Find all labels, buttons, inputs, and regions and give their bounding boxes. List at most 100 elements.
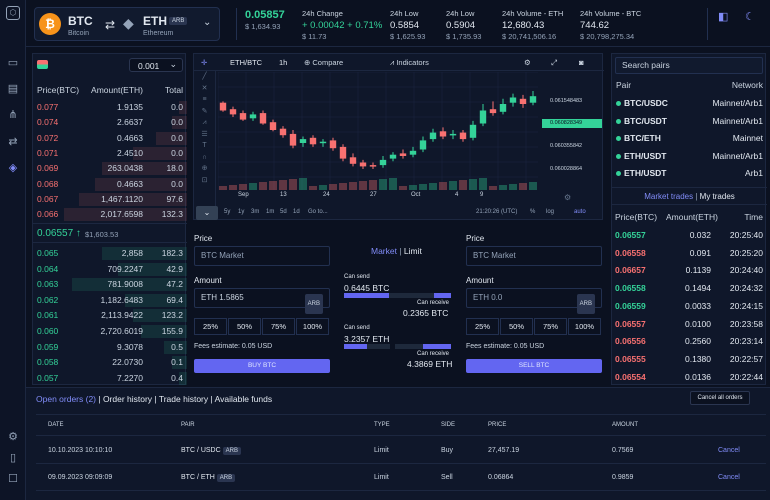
- chat-icon[interactable]: ☐: [8, 473, 18, 485]
- layers-icon[interactable]: ◈: [8, 162, 18, 174]
- fib-icon[interactable]: ≡: [202, 96, 207, 103]
- stat-label: 24h Change: [302, 9, 343, 18]
- bid-row[interactable]: 0.060 2,720.6019 155.9: [33, 324, 187, 340]
- pair-row[interactable]: BTC/ETH Mainnet: [612, 130, 767, 148]
- bid-row[interactable]: 0.063 781.9008 47.2: [33, 277, 187, 293]
- pattern-icon[interactable]: ⩘: [202, 119, 207, 126]
- network-icon[interactable]: ⋔: [8, 109, 18, 121]
- ask-row[interactable]: 0.077 1.9135 0.0: [33, 100, 187, 115]
- cancel-all-button[interactable]: Cancel all orders: [690, 391, 750, 405]
- bid-row[interactable]: 0.064 709.2247 42.9: [33, 262, 187, 278]
- sell-pct-75[interactable]: 75%: [534, 318, 567, 335]
- cancel-order-button[interactable]: Cancel: [718, 474, 740, 481]
- tab-open-orders[interactable]: Open orders (2): [36, 394, 96, 404]
- app-logo-icon[interactable]: ⬡: [6, 6, 20, 20]
- tab-market-trades[interactable]: Market trades: [644, 192, 694, 201]
- bid-row[interactable]: 0.057 7.2270 0.4: [33, 371, 187, 387]
- cross-icon[interactable]: ✕: [201, 84, 208, 92]
- buy-button[interactable]: BUY BTC: [194, 359, 330, 373]
- buy-pct-75[interactable]: 75%: [262, 318, 295, 335]
- swap-pair-icon[interactable]: ⇄: [105, 18, 116, 32]
- chart-interval[interactable]: 1h: [279, 58, 288, 67]
- tab-my-trades[interactable]: My trades: [699, 192, 735, 201]
- pair-row[interactable]: ETH/USDT Mainnet/Arb1: [612, 148, 767, 166]
- tab-trade-history[interactable]: Trade history: [158, 394, 209, 404]
- search-pairs-input[interactable]: Search pairs: [615, 57, 763, 74]
- tab-order-history[interactable]: Order history: [102, 394, 153, 404]
- bid-row[interactable]: 0.059 9.3078 0.5: [33, 340, 187, 356]
- lock-icon[interactable]: ⊡: [201, 176, 208, 184]
- indicators-button[interactable]: ⩘ Indicators: [390, 54, 429, 71]
- range-1d[interactable]: 1d: [293, 209, 300, 215]
- percent-toggle[interactable]: %: [530, 209, 536, 215]
- settings-icon[interactable]: ⚙: [8, 431, 18, 443]
- buy-pct-25[interactable]: 25%: [194, 318, 227, 335]
- book-view-icon[interactable]: [37, 60, 48, 69]
- bid-row[interactable]: 0.062 1,182.6483 69.4: [33, 293, 187, 309]
- plus-circle-icon: ⊕: [304, 58, 313, 67]
- pair-selector[interactable]: ₿ BTC Bitcoin ⇄ ◆ ETH ARB Ethereum ⌄: [34, 7, 220, 41]
- trend-line-icon[interactable]: ╱: [202, 73, 207, 80]
- auto-toggle[interactable]: auto: [574, 209, 586, 215]
- bid-row[interactable]: 0.065 2,858 182.3: [33, 246, 187, 262]
- layout-icon[interactable]: ◧: [718, 11, 729, 23]
- cancel-order-button[interactable]: Cancel: [718, 447, 740, 454]
- mode-market[interactable]: Market: [371, 246, 397, 256]
- brush-icon[interactable]: ✎: [201, 107, 208, 115]
- candlestick-chart[interactable]: [218, 72, 538, 190]
- chevron-down-icon[interactable]: ⌄: [203, 17, 212, 28]
- zoom-icon[interactable]: ⊕: [201, 165, 208, 172]
- measure-icon[interactable]: ☰: [201, 130, 208, 138]
- moon-icon[interactable]: ☾: [745, 11, 755, 23]
- bid-row[interactable]: 0.061 2,113.9422 123.2: [33, 308, 187, 324]
- camera-icon[interactable]: ◙: [579, 58, 584, 67]
- sell-button[interactable]: SELL BTC: [466, 359, 602, 373]
- ask-row[interactable]: 0.074 2.6637 0.0: [33, 115, 187, 130]
- ask-row[interactable]: 0.071 2.4510 0.0: [33, 146, 187, 161]
- document-icon[interactable]: ▤: [7, 83, 19, 95]
- log-toggle[interactable]: log: [546, 209, 555, 215]
- axis-settings-icon[interactable]: ⚙: [564, 193, 572, 202]
- chart-settings-icon[interactable]: ⚙: [524, 58, 531, 67]
- mode-limit[interactable]: Limit: [403, 246, 422, 256]
- book-icon[interactable]: ▯: [9, 452, 17, 464]
- buy-price-input[interactable]: BTC Market: [194, 246, 330, 266]
- buy-amount-input[interactable]: ETH 1.5865 ARB: [194, 288, 330, 314]
- price-step-select[interactable]: 0.001 ⌄: [129, 58, 183, 72]
- sell-price-input[interactable]: BTC Market: [466, 246, 602, 266]
- ask-row[interactable]: 0.067 1,467.1120 97.6: [33, 192, 187, 207]
- chart-symbol[interactable]: ETH/BTC: [230, 58, 263, 67]
- range-1m[interactable]: 1m: [266, 209, 275, 215]
- fullscreen-icon[interactable]: ⤢: [551, 58, 557, 67]
- sell-pct-50[interactable]: 50%: [500, 318, 533, 335]
- wallet-icon[interactable]: ▭: [7, 57, 19, 69]
- buy-pct-50[interactable]: 50%: [228, 318, 261, 335]
- network-badge: ARB: [222, 447, 241, 455]
- sell-pct-25[interactable]: 25%: [466, 318, 499, 335]
- range-5y[interactable]: 5y: [224, 209, 231, 215]
- crosshair-icon[interactable]: ✛: [201, 58, 208, 67]
- volume-bar: [409, 185, 417, 190]
- swap-icon[interactable]: ⇄: [8, 136, 18, 148]
- sell-pct-100[interactable]: 100%: [568, 318, 601, 335]
- pair-row[interactable]: BTC/USDC Mainnet/Arb1: [612, 95, 767, 113]
- buy-pct-100[interactable]: 100%: [296, 318, 329, 335]
- volume-bar: [419, 184, 427, 190]
- pair-row[interactable]: ETH/USDT Arb1: [612, 165, 767, 183]
- range-1y[interactable]: 1y: [238, 209, 245, 215]
- collapse-chevron-icon[interactable]: ⌄: [196, 206, 218, 220]
- ask-row[interactable]: 0.069 263.0438 18.0: [33, 161, 187, 176]
- range-3m[interactable]: 3m: [251, 209, 260, 215]
- bid-row[interactable]: 0.058 22.0730 0.1: [33, 355, 187, 371]
- ask-row[interactable]: 0.068 0.4663 0.0: [33, 177, 187, 192]
- text-icon[interactable]: T: [202, 142, 207, 149]
- magnet-icon[interactable]: ∩: [201, 153, 208, 161]
- compare-button[interactable]: ⊕ Compare: [304, 54, 343, 71]
- sell-amount-input[interactable]: ETH 0.0 ARB: [466, 288, 602, 314]
- range-5d[interactable]: 5d: [280, 209, 287, 215]
- tab-available-funds[interactable]: Available funds: [214, 394, 273, 404]
- ask-row[interactable]: 0.066 2,017.6598 132.3: [33, 207, 187, 222]
- pair-row[interactable]: BTC/USDT Mainnet/Arb1: [612, 113, 767, 131]
- ask-row[interactable]: 0.072 0.4663 0.0: [33, 131, 187, 146]
- goto-date[interactable]: Go to...: [308, 209, 328, 215]
